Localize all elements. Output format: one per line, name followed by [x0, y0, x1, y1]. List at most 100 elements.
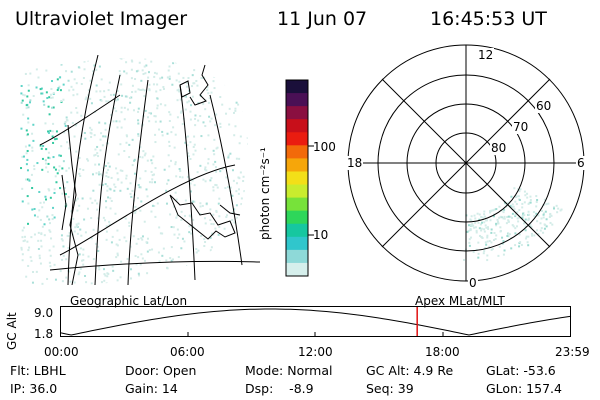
- image-pixel: [48, 96, 51, 99]
- polar-pixel: [545, 203, 548, 206]
- image-pixel: [42, 145, 45, 148]
- image-pixel: [20, 127, 23, 130]
- image-pixel: [67, 247, 70, 250]
- polar-pixel: [497, 254, 500, 257]
- polar-pixel: [479, 223, 482, 226]
- image-pixel: [64, 193, 67, 196]
- image-pixel: [30, 259, 33, 262]
- polar-pixel: [542, 212, 545, 215]
- timeline-right-label: Apex MLat/MLT: [415, 294, 505, 308]
- polar-pixel: [490, 241, 493, 244]
- image-pixel: [190, 104, 193, 107]
- image-pixel: [82, 248, 85, 251]
- info-gc-alt: GC Alt: 4.9 Re: [366, 363, 454, 378]
- image-pixel: [153, 173, 155, 176]
- polar-pixel: [486, 234, 489, 237]
- image-pixel: [80, 114, 83, 117]
- colorbar-segment: [286, 93, 308, 107]
- image-pixel: [146, 250, 149, 253]
- image-pixel: [130, 277, 133, 280]
- image-pixel: [233, 111, 236, 114]
- image-pixel: [151, 162, 154, 165]
- image-pixel: [75, 223, 78, 226]
- image-pixel: [99, 173, 102, 176]
- info-door: Door: Open: [125, 363, 197, 378]
- polar-pixel: [467, 224, 470, 227]
- image-pixel: [233, 221, 236, 224]
- image-pixel: [225, 112, 228, 115]
- image-pixel: [55, 181, 58, 184]
- image-pixel: [22, 240, 25, 243]
- polar-pixel: [521, 216, 524, 219]
- polar-pixel: [514, 213, 517, 216]
- polar-pixel: [517, 195, 520, 198]
- image-pixel: [119, 73, 122, 76]
- image-pixel: [21, 187, 24, 190]
- image-pixel: [240, 197, 243, 200]
- image-pixel: [50, 237, 53, 240]
- image-pixel: [126, 108, 129, 111]
- image-pixel: [48, 59, 51, 62]
- image-pixel: [31, 132, 34, 135]
- image-pixel: [104, 219, 107, 222]
- image-pixel: [104, 183, 107, 186]
- image-pixel: [122, 58, 125, 59]
- image-pixel: [253, 165, 255, 167]
- image-pixel: [238, 272, 241, 275]
- image-pixel: [137, 256, 140, 259]
- image-pixel: [49, 129, 52, 132]
- image-pixel: [238, 157, 241, 160]
- image-pixel: [233, 208, 236, 211]
- image-pixel: [239, 171, 242, 174]
- image-pixel: [242, 175, 245, 178]
- image-pixel: [245, 55, 247, 57]
- image-pixel: [169, 113, 172, 116]
- image-pixel: [246, 199, 249, 202]
- image-pixel: [53, 216, 56, 219]
- image-pixel: [54, 58, 57, 59]
- image-pixel: [131, 164, 134, 167]
- image-pixel: [138, 155, 141, 158]
- image-pixel: [249, 130, 251, 132]
- image-pixel: [148, 181, 151, 184]
- image-pixel: [94, 242, 97, 245]
- polar-pixel: [468, 238, 471, 241]
- image-pixel: [162, 283, 165, 285]
- image-pixel: [123, 236, 126, 239]
- image-pixel: [203, 60, 206, 63]
- image-pixel: [151, 178, 154, 181]
- polar-pixel: [535, 205, 538, 208]
- polar-pixel: [537, 214, 540, 217]
- image-pixel: [141, 235, 144, 238]
- polar-pixel: [493, 232, 496, 235]
- polar-pixel: [533, 215, 536, 218]
- image-pixel: [236, 216, 239, 219]
- image-pixel: [84, 137, 87, 140]
- image-pixel: [203, 238, 206, 241]
- image-pixel: [125, 174, 128, 177]
- image-pixel: [32, 270, 35, 273]
- image-pixel: [172, 226, 175, 229]
- image-pixel: [24, 145, 27, 148]
- image-pixel: [49, 265, 52, 268]
- image-pixel: [209, 208, 212, 211]
- image-pixel: [105, 200, 108, 203]
- image-pixel: [50, 96, 53, 99]
- image-pixel: [119, 189, 122, 192]
- image-pixel: [105, 175, 108, 178]
- image-pixel: [224, 246, 227, 249]
- polar-pixel: [519, 188, 522, 191]
- image-pixel: [177, 72, 180, 75]
- polar-pixel: [492, 215, 495, 218]
- image-pixel: [96, 152, 99, 155]
- image-pixel: [40, 239, 43, 242]
- image-pixel: [222, 247, 225, 250]
- image-pixel: [26, 169, 29, 172]
- image-pixel: [32, 95, 35, 98]
- image-pixel: [247, 240, 249, 243]
- image-pixel: [27, 84, 30, 87]
- image-pixel: [259, 62, 261, 64]
- polar-pixel: [523, 201, 526, 204]
- image-pixel: [46, 170, 49, 173]
- image-pixel: [86, 158, 89, 161]
